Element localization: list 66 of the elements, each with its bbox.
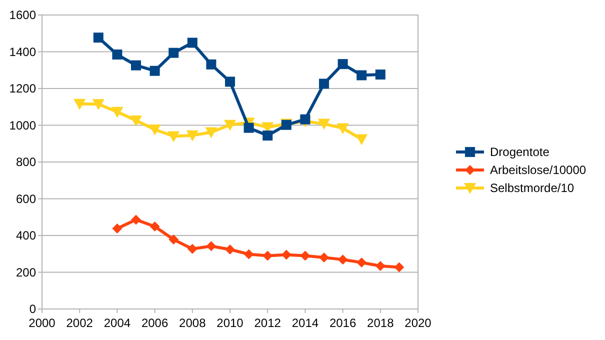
- y-tick-label: 1000: [9, 118, 36, 132]
- point: [187, 38, 198, 48]
- point: [244, 249, 254, 260]
- x-tick-label: 2002: [66, 316, 94, 330]
- point: [168, 234, 179, 245]
- y-tick-label: 1600: [9, 8, 36, 22]
- point: [187, 244, 198, 254]
- y-tick-label: 1400: [9, 44, 36, 59]
- point: [112, 50, 122, 60]
- x-tick-label: 2016: [329, 316, 356, 330]
- y-tick-label: 800: [16, 155, 36, 170]
- point: [356, 258, 367, 268]
- point: [394, 262, 404, 272]
- point: [262, 250, 273, 261]
- point: [168, 48, 179, 58]
- point: [131, 214, 141, 225]
- point: [338, 254, 348, 265]
- x-tick-label: 2010: [216, 316, 244, 330]
- y-tick-label: 600: [16, 192, 36, 206]
- point: [356, 134, 368, 146]
- point: [74, 98, 86, 110]
- x-tick-label: 2008: [179, 316, 206, 330]
- point: [111, 106, 124, 118]
- point: [338, 59, 348, 70]
- y-tick-label: 1200: [9, 82, 36, 96]
- point: [244, 122, 254, 133]
- point: [224, 120, 236, 131]
- point: [262, 130, 273, 141]
- point: [356, 70, 367, 80]
- x-tick-label: 2006: [141, 316, 168, 330]
- point: [336, 123, 349, 134]
- point: [148, 124, 161, 136]
- point: [300, 114, 310, 124]
- x-tick-label: 2014: [292, 316, 319, 330]
- point: [206, 59, 216, 70]
- x-tick-label: 2020: [404, 316, 432, 330]
- point: [168, 131, 180, 142]
- point: [319, 78, 329, 89]
- point: [150, 66, 160, 76]
- x-tick-label: 2012: [254, 316, 282, 330]
- x-tick-label: 2018: [367, 316, 394, 330]
- point: [318, 118, 330, 130]
- legend-label: Arbeitslose/10000: [490, 163, 586, 178]
- point: [225, 244, 235, 254]
- y-tick-label: 400: [16, 228, 36, 243]
- point: [206, 241, 216, 252]
- point: [130, 115, 142, 126]
- point: [375, 261, 386, 272]
- y-tick-label: 0: [29, 302, 36, 316]
- point: [319, 252, 329, 263]
- point: [93, 32, 104, 43]
- point: [131, 60, 141, 70]
- point: [300, 250, 310, 261]
- point: [281, 250, 292, 260]
- point: [92, 99, 104, 110]
- point: [112, 224, 122, 234]
- x-tick-label: 2000: [28, 316, 56, 330]
- point: [205, 127, 218, 138]
- legend-label: Drogentote: [490, 145, 550, 160]
- point: [375, 70, 386, 80]
- point: [186, 130, 198, 142]
- legend-label: Selbstmorde/10: [490, 181, 574, 196]
- y-tick-label: 200: [16, 265, 36, 280]
- point: [150, 221, 160, 232]
- x-tick-label: 2004: [104, 316, 131, 330]
- point: [225, 76, 235, 87]
